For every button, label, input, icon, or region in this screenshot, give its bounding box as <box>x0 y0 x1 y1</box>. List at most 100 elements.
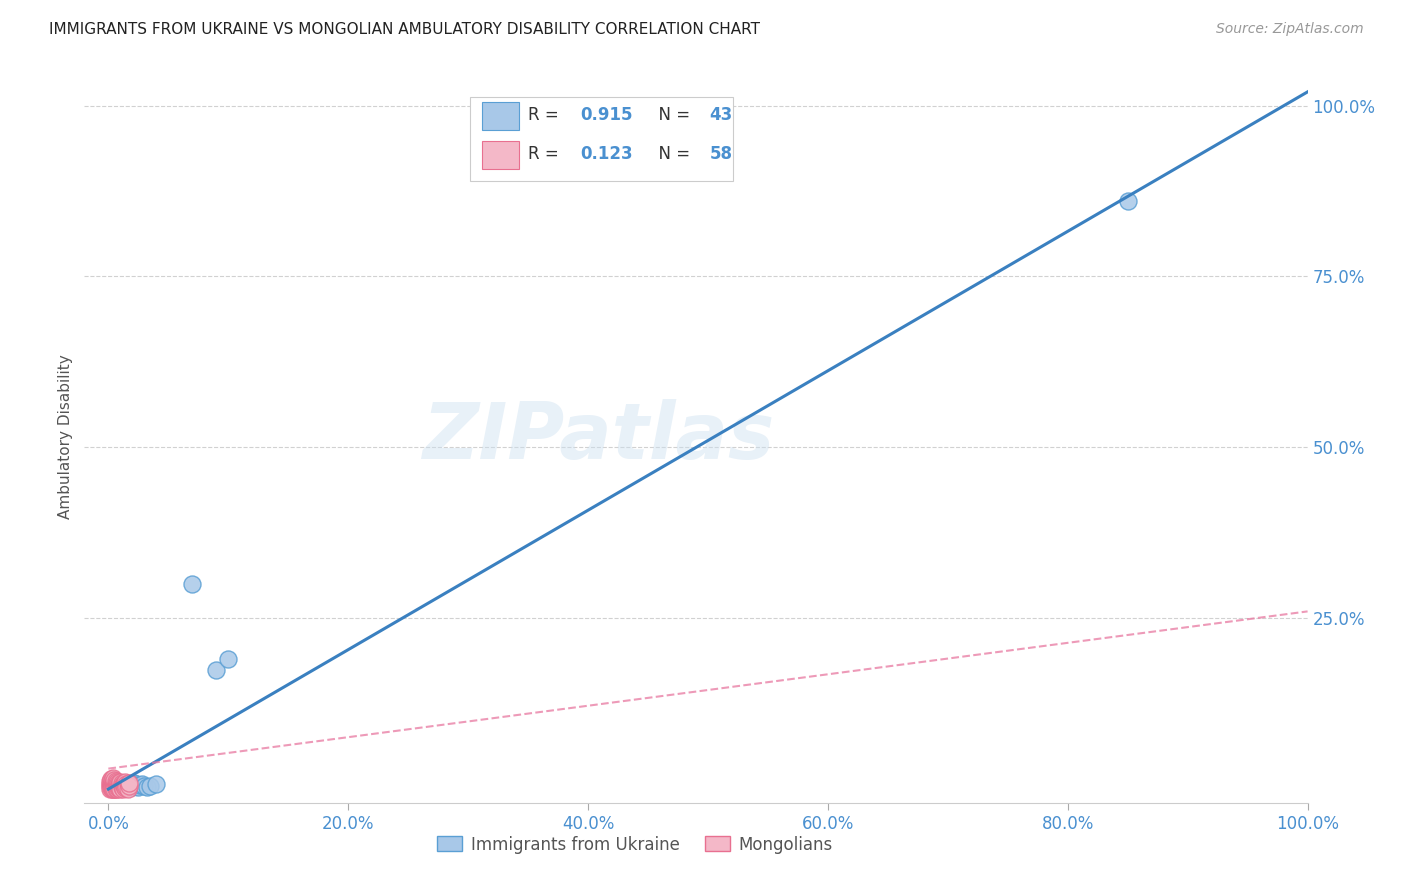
Point <box>105 780 128 794</box>
Point <box>122 776 145 790</box>
Text: 58: 58 <box>710 145 733 162</box>
Point <box>120 777 142 791</box>
Point <box>115 780 138 795</box>
Y-axis label: Ambulatory Disability: Ambulatory Disability <box>58 355 73 519</box>
Text: R =: R = <box>529 106 564 124</box>
Point <box>101 773 124 788</box>
Point <box>217 652 239 666</box>
Point <box>107 780 129 795</box>
Point <box>103 775 125 789</box>
Point <box>117 782 139 797</box>
Point <box>114 778 136 792</box>
Bar <box>482 102 519 130</box>
Point <box>145 777 167 791</box>
Point <box>205 663 228 677</box>
Point <box>128 778 150 792</box>
Text: IMMIGRANTS FROM UKRAINE VS MONGOLIAN AMBULATORY DISABILITY CORRELATION CHART: IMMIGRANTS FROM UKRAINE VS MONGOLIAN AMB… <box>49 22 761 37</box>
Point <box>124 779 146 793</box>
Point <box>103 782 125 797</box>
Point <box>105 779 128 793</box>
Point <box>110 777 132 791</box>
Text: R =: R = <box>529 145 564 162</box>
Point <box>105 777 128 791</box>
Legend: Immigrants from Ukraine, Mongolians: Immigrants from Ukraine, Mongolians <box>430 829 839 860</box>
Point <box>101 780 124 795</box>
Point <box>108 781 131 796</box>
Point <box>107 776 129 790</box>
Point <box>101 771 124 785</box>
Point <box>114 779 136 793</box>
Point <box>101 776 124 790</box>
Point <box>125 777 148 791</box>
Point <box>112 776 135 790</box>
Point <box>104 780 127 794</box>
Point <box>110 778 132 792</box>
Point <box>101 779 124 793</box>
Point <box>121 780 143 794</box>
Point <box>98 773 121 788</box>
Point <box>101 780 124 794</box>
Point <box>131 777 153 791</box>
Point <box>115 777 138 791</box>
Point <box>98 782 121 797</box>
Text: Source: ZipAtlas.com: Source: ZipAtlas.com <box>1216 22 1364 37</box>
Point <box>112 780 135 794</box>
Point <box>110 777 132 791</box>
Point <box>112 780 135 794</box>
Point <box>107 778 129 792</box>
Point <box>108 780 131 794</box>
Point <box>107 776 129 790</box>
Point <box>110 780 132 794</box>
Text: N =: N = <box>648 106 696 124</box>
Point <box>135 780 157 794</box>
Point <box>115 780 138 794</box>
Point <box>108 777 131 791</box>
Point <box>139 779 162 793</box>
Text: 0.123: 0.123 <box>579 145 633 162</box>
Point <box>111 778 134 792</box>
Point <box>107 778 129 792</box>
Point <box>110 780 132 794</box>
Point <box>110 779 132 793</box>
Point <box>105 775 128 789</box>
Point <box>111 779 134 793</box>
Text: 0.915: 0.915 <box>579 106 633 124</box>
Point <box>112 777 135 791</box>
Point <box>134 779 156 793</box>
Point <box>103 778 125 792</box>
Point <box>110 780 132 794</box>
Point <box>101 777 124 791</box>
Point <box>100 780 122 795</box>
Text: ZIPatlas: ZIPatlas <box>422 399 775 475</box>
Point <box>127 780 149 794</box>
Point <box>101 779 124 793</box>
Point <box>101 781 124 796</box>
Point <box>98 780 121 794</box>
Point <box>100 775 122 789</box>
Point <box>108 777 131 791</box>
Point <box>111 777 134 791</box>
Point <box>104 780 127 794</box>
Point <box>105 780 128 795</box>
Point <box>105 782 128 797</box>
Point <box>117 778 139 792</box>
Point <box>110 774 132 789</box>
Point <box>100 780 122 794</box>
Point <box>103 777 125 791</box>
Bar <box>482 141 519 169</box>
Point <box>127 780 149 794</box>
Point <box>115 777 138 791</box>
Point <box>100 778 122 792</box>
Point <box>118 779 141 793</box>
Bar <box>470 97 733 181</box>
Text: 43: 43 <box>710 106 733 124</box>
Point <box>101 782 124 797</box>
Point <box>117 777 139 791</box>
Point <box>110 780 132 795</box>
Point <box>103 780 125 795</box>
Point <box>118 776 141 790</box>
Point <box>103 772 125 787</box>
Point <box>114 781 136 796</box>
Point <box>118 777 141 791</box>
Point <box>104 782 127 797</box>
